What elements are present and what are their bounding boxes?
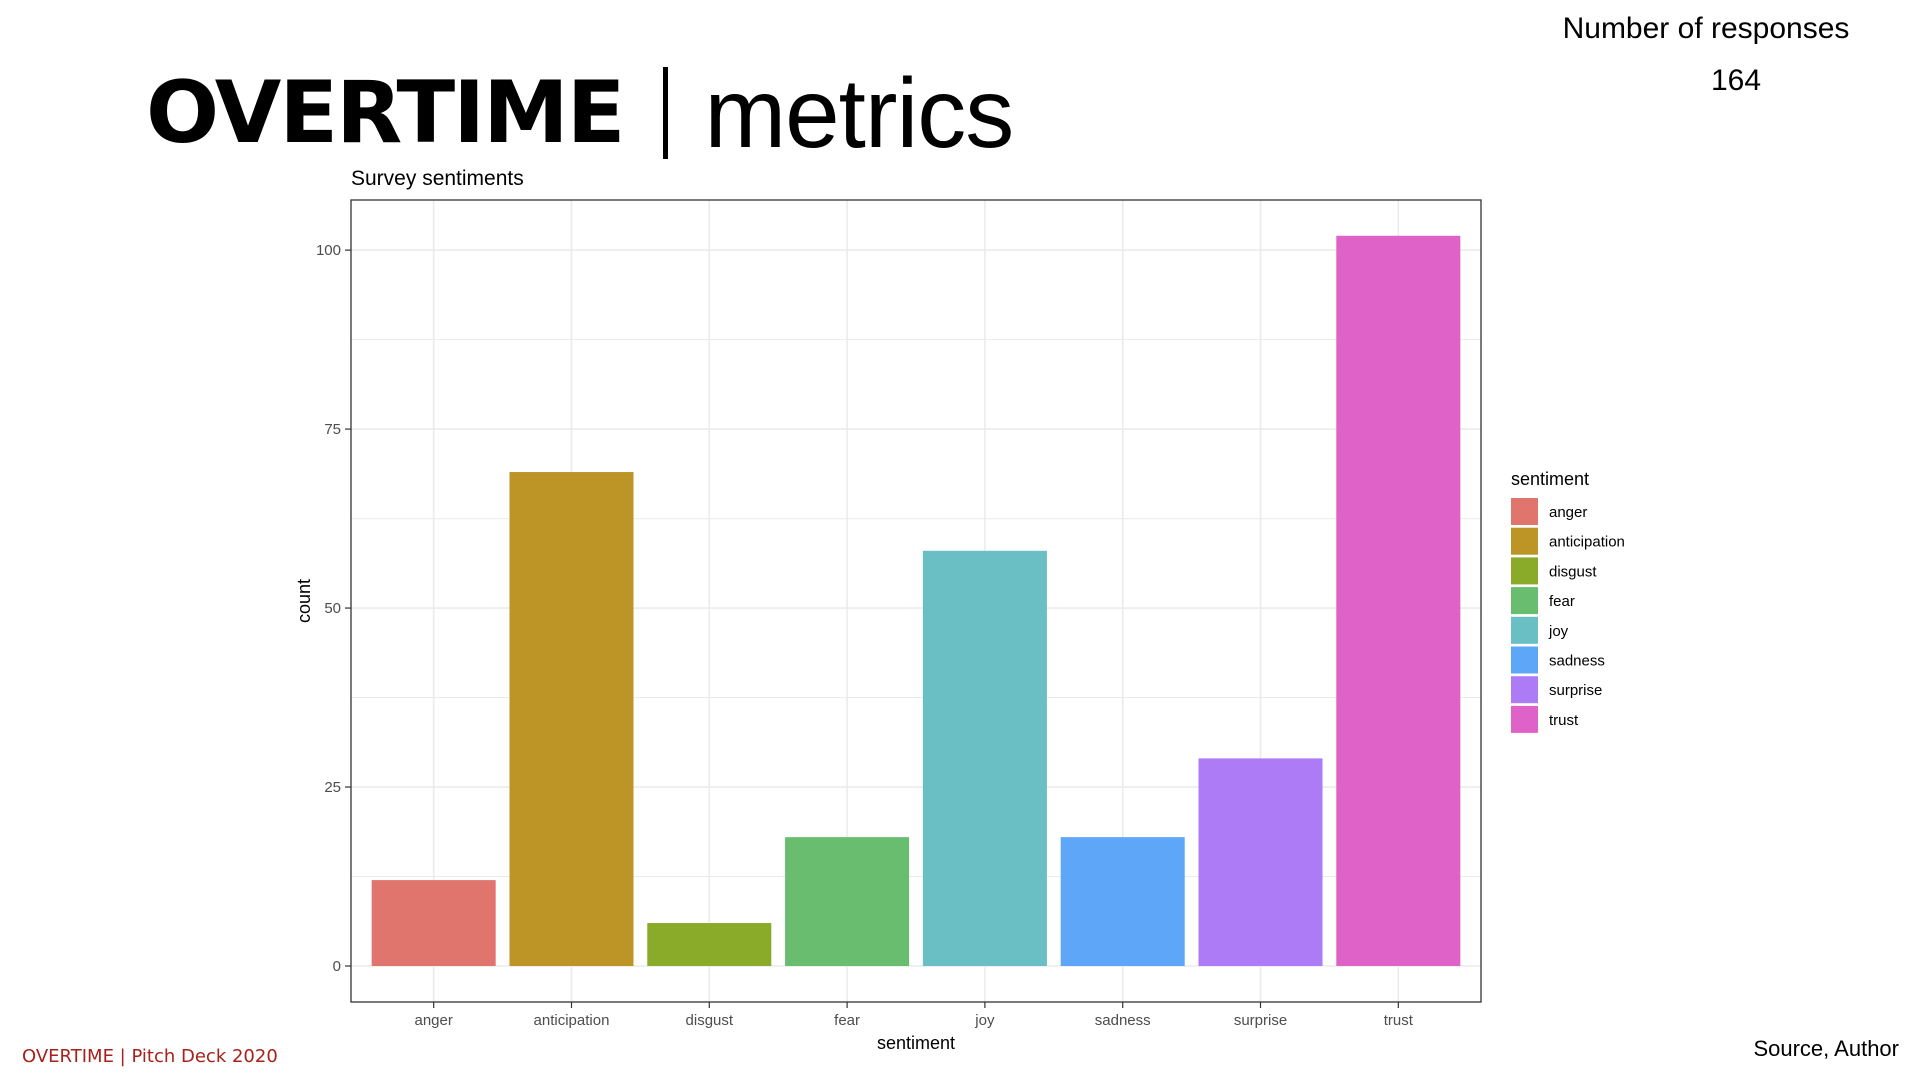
chart-title: Survey sentiments	[351, 167, 524, 190]
title-section: metrics	[704, 58, 1014, 168]
y-tick-label: 100	[316, 242, 341, 259]
y-tick-label: 25	[324, 779, 341, 796]
x-tick-label: disgust	[686, 1012, 734, 1029]
legend-label-trust: trust	[1549, 712, 1579, 729]
responses-label: Number of responses	[1562, 12, 1850, 45]
bar-anticipation	[509, 472, 634, 966]
x-tick-label: anticipation	[534, 1012, 610, 1029]
legend-key-fear	[1511, 587, 1538, 615]
legend-label-fear: fear	[1549, 593, 1575, 610]
x-tick-label: trust	[1384, 1012, 1414, 1029]
bar-trust	[1336, 235, 1461, 967]
y-tick-label: 75	[324, 421, 341, 438]
x-axis-title: sentiment	[877, 1033, 955, 1053]
title-divider	[663, 67, 669, 159]
x-tick-label: fear	[834, 1012, 860, 1029]
x-tick-label: joy	[974, 1012, 995, 1029]
legend-label-anticipation: anticipation	[1549, 534, 1625, 551]
title-brand: OVERTIME	[146, 63, 625, 163]
bar-disgust	[647, 923, 772, 966]
legend-key-anger	[1511, 498, 1538, 525]
legend-label-joy: joy	[1548, 623, 1569, 640]
footer-source: Source, Author	[1753, 1036, 1899, 1061]
legend-label-anger: anger	[1549, 504, 1587, 521]
y-axis-title: count	[294, 579, 314, 623]
legend-key-joy	[1511, 616, 1538, 644]
legend-key-surprise	[1511, 676, 1538, 704]
bar-anger	[371, 880, 496, 966]
legend-label-disgust: disgust	[1549, 563, 1597, 580]
footer-deck-label: OVERTIME | Pitch Deck 2020	[22, 1046, 278, 1067]
responses-count: 164	[1710, 64, 1762, 97]
x-tick-label: sadness	[1095, 1012, 1151, 1029]
legend-key-sadness	[1511, 646, 1538, 674]
legend-key-trust	[1511, 705, 1538, 733]
x-tick-label: surprise	[1234, 1012, 1287, 1029]
bar-sadness	[1060, 837, 1185, 966]
y-tick-label: 50	[324, 600, 341, 617]
x-tick-label: anger	[414, 1012, 452, 1029]
legend-label-surprise: surprise	[1549, 682, 1602, 699]
legend-key-disgust	[1511, 557, 1538, 585]
bar-fear	[785, 837, 910, 966]
bar-surprise	[1198, 758, 1323, 966]
legend-title: sentiment	[1511, 469, 1589, 489]
page-title: OVERTIME metrics	[146, 58, 1014, 168]
legend-key-anticipation	[1511, 527, 1538, 555]
responses-block: Number of responses 164	[1556, 12, 1856, 98]
y-tick-label: 0	[333, 958, 341, 975]
bar-joy	[922, 550, 1047, 966]
legend-label-sadness: sadness	[1549, 653, 1605, 670]
plot-panel-border	[350, 199, 1482, 1003]
